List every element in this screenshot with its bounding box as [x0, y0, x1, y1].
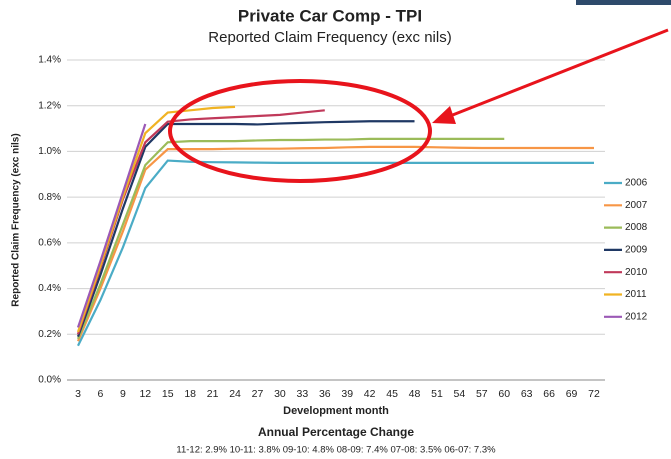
x-tick-label: 60	[498, 388, 510, 400]
y-axis-label: Reported Claim Frequency (exc nils)	[11, 133, 22, 306]
series-line	[76, 137, 505, 340]
y-tick-label: 0.8%	[38, 192, 61, 203]
y-tick-label: 1.2%	[38, 100, 61, 111]
y-tick-label: 1.0%	[38, 146, 61, 157]
highlight-ellipse	[168, 79, 432, 183]
y-tick-label: 0.2%	[38, 329, 61, 340]
y-tick-label: 1.4%	[38, 55, 61, 66]
x-tick-label: 18	[184, 388, 196, 400]
x-tick-label: 27	[252, 388, 264, 400]
legend-label: 2006	[625, 178, 648, 189]
series-line	[76, 123, 147, 328]
x-tick-label: 12	[139, 388, 151, 400]
x-tick-label: 48	[409, 388, 421, 400]
x-tick-label: 39	[341, 388, 353, 400]
x-tick-label: 51	[431, 388, 443, 400]
legend-label: 2007	[625, 200, 648, 211]
x-tick-label: 69	[566, 388, 578, 400]
series-line	[76, 120, 415, 337]
x-tick-label: 72	[588, 388, 600, 400]
chart-title: Private Car Comp - TPI	[238, 6, 422, 25]
x-tick-label: 42	[364, 388, 376, 400]
legend-label: 2012	[625, 311, 648, 322]
x-tick-label: 54	[454, 388, 466, 400]
x-tick-label: 15	[162, 388, 174, 400]
y-tick-label: 0.4%	[38, 283, 61, 294]
x-tick-label: 3	[75, 388, 81, 400]
x-tick-label: 57	[476, 388, 488, 400]
x-tick-label: 30	[274, 388, 286, 400]
y-tick-label: 0.6%	[38, 237, 61, 248]
legend-label: 2011	[625, 289, 647, 300]
annotation-heading: Annual Percentage Change	[258, 425, 414, 439]
x-axis-label: Development month	[283, 405, 389, 417]
legend-label: 2008	[625, 222, 648, 233]
x-tick-label: 6	[98, 388, 104, 400]
x-tick-label: 33	[297, 388, 309, 400]
series-line	[76, 145, 594, 342]
plot: 0.0%0.2%0.4%0.6%0.8%1.0%1.2%1.4%3 6 9 12 15 1…	[38, 55, 647, 400]
annotation-text: 11-12: 2.9% 10-11: 3.8% 09-10: 4.8% 08-0…	[176, 445, 496, 456]
x-tick-label: 21	[207, 388, 219, 400]
arrow-head	[432, 106, 456, 124]
series-line	[76, 105, 236, 333]
series-line	[77, 159, 594, 347]
y-tick-label: 0.0%	[38, 375, 61, 386]
x-tick-label: 24	[229, 388, 241, 400]
chart-subtitle: Reported Claim Frequency (exc nils)	[208, 29, 451, 46]
arrow-shaft	[444, 28, 669, 120]
x-tick-label: 36	[319, 388, 331, 400]
x-tick-label: 63	[521, 388, 533, 400]
legend-label: 2010	[625, 267, 648, 278]
x-tick-label: 66	[543, 388, 555, 400]
header-bar	[576, 0, 671, 5]
legend-label: 2009	[625, 245, 648, 256]
x-tick-label: 9	[120, 388, 126, 400]
x-tick-label: 45	[386, 388, 398, 400]
